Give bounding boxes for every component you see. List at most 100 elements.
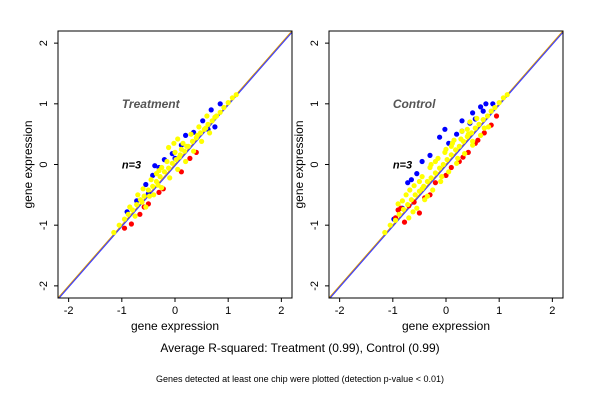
data-point xyxy=(454,131,460,137)
data-point xyxy=(135,192,141,198)
data-point xyxy=(443,172,449,178)
y-axis-label: gene expression xyxy=(21,120,35,208)
y-tick-label: -1 xyxy=(309,220,321,230)
data-point xyxy=(470,138,476,144)
data-point xyxy=(127,204,133,210)
data-point xyxy=(475,137,481,143)
data-point xyxy=(442,126,448,132)
data-point xyxy=(175,166,181,172)
data-point xyxy=(449,140,455,146)
data-point xyxy=(403,192,409,198)
series-0 xyxy=(391,101,496,222)
data-point xyxy=(159,164,165,171)
data-point xyxy=(437,134,443,140)
data-point xyxy=(121,225,128,231)
data-point xyxy=(396,211,402,217)
data-point xyxy=(184,143,190,149)
data-point xyxy=(139,199,145,205)
data-point xyxy=(169,160,175,166)
data-point xyxy=(467,119,473,125)
data-point xyxy=(483,101,489,107)
data-point xyxy=(217,109,223,115)
series-2 xyxy=(111,92,239,236)
data-point xyxy=(428,175,434,181)
sample-count-label: n=3 xyxy=(393,160,412,172)
data-point xyxy=(484,113,491,119)
x-tick-label: -1 xyxy=(388,305,398,317)
data-point xyxy=(187,155,193,161)
data-point xyxy=(121,216,128,222)
data-point xyxy=(481,130,487,136)
data-point xyxy=(191,148,197,154)
reference-line-identity xyxy=(329,31,563,298)
data-point xyxy=(480,108,486,114)
y-tick-label: -2 xyxy=(309,281,321,291)
data-point xyxy=(432,158,438,165)
data-point xyxy=(440,161,446,168)
data-point xyxy=(171,140,177,146)
data-point xyxy=(125,211,131,217)
x-tick-label: -2 xyxy=(335,305,345,317)
data-point xyxy=(412,192,418,198)
data-point xyxy=(416,210,422,216)
data-point xyxy=(116,222,122,228)
data-point xyxy=(140,186,146,192)
data-point xyxy=(189,138,196,144)
x-tick-label: -2 xyxy=(64,305,74,317)
data-point xyxy=(155,182,161,188)
data-point xyxy=(212,114,218,120)
data-point xyxy=(199,138,205,144)
data-point xyxy=(470,110,476,116)
data-point xyxy=(161,169,167,175)
y-tick-label: -2 xyxy=(38,281,50,291)
data-point xyxy=(405,180,411,186)
data-point xyxy=(143,204,149,210)
data-point xyxy=(183,132,189,138)
data-point xyxy=(178,169,184,175)
data-point xyxy=(151,192,157,198)
data-point xyxy=(448,164,454,171)
data-point xyxy=(145,187,151,193)
data-point xyxy=(401,219,408,225)
data-point xyxy=(444,157,450,163)
data-point xyxy=(212,124,218,130)
data-point xyxy=(176,154,182,160)
data-point xyxy=(128,221,134,227)
x-axis-label: gene expression xyxy=(131,319,219,333)
data-point xyxy=(194,132,200,138)
y-tick-label: 0 xyxy=(309,161,321,167)
data-point xyxy=(432,180,438,186)
panel-title: Control xyxy=(393,97,436,111)
data-point xyxy=(399,198,405,204)
data-point xyxy=(207,130,213,136)
data-point xyxy=(411,183,417,189)
data-point xyxy=(408,197,414,203)
data-point xyxy=(405,202,411,208)
x-tick-label: 1 xyxy=(225,305,231,317)
data-point xyxy=(157,174,163,180)
data-point xyxy=(152,163,158,169)
data-point xyxy=(446,169,452,175)
data-point xyxy=(400,206,407,212)
x-tick-label: 0 xyxy=(443,305,449,317)
data-point xyxy=(481,125,487,131)
data-point xyxy=(504,92,510,98)
x-tick-label: -1 xyxy=(117,305,127,317)
data-point xyxy=(229,95,235,101)
plot-area xyxy=(58,31,292,298)
reference-line-fit xyxy=(58,31,292,298)
data-point xyxy=(178,146,184,152)
x-tick-label: 2 xyxy=(278,305,284,317)
data-point xyxy=(159,185,165,191)
data-point xyxy=(414,171,420,177)
data-point xyxy=(166,165,172,171)
data-point xyxy=(478,104,484,110)
data-point xyxy=(166,144,172,151)
data-point xyxy=(492,104,498,111)
y-tick-label: -1 xyxy=(38,220,50,230)
data-point xyxy=(493,113,500,119)
data-point xyxy=(233,92,239,98)
data-point xyxy=(470,142,476,148)
data-point xyxy=(410,209,416,215)
